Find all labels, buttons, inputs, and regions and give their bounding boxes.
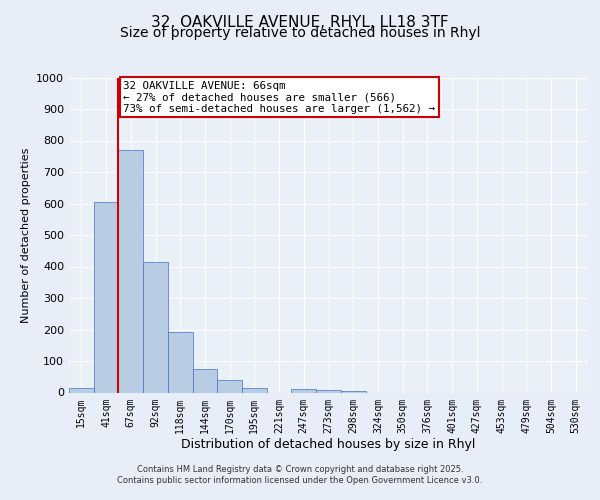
Bar (94, 202, 118, 392)
Bar (341, 391, 365, 392)
Text: Contains public sector information licensed under the Open Government Licence v3: Contains public sector information licen… (118, 476, 482, 485)
Text: Contains HM Land Registry data © Crown copyright and database right 2025.: Contains HM Land Registry data © Crown c… (137, 465, 463, 474)
Bar (143, 262, 168, 392)
Y-axis label: Number of detached properties: Number of detached properties (20, 148, 31, 322)
Bar (168, 332, 193, 392)
Bar (292, 390, 316, 392)
Bar (118, 150, 143, 392)
Bar (69, 388, 94, 392)
Text: Size of property relative to detached houses in Rhyl: Size of property relative to detached ho… (120, 26, 480, 40)
Bar (217, 380, 242, 392)
Text: 32, OAKVILLE AVENUE, RHYL, LL18 3TF: 32, OAKVILLE AVENUE, RHYL, LL18 3TF (151, 15, 449, 30)
Bar (316, 390, 341, 392)
Bar (242, 388, 267, 392)
Bar (193, 369, 217, 392)
X-axis label: Distribution of detached houses by size in Rhyl: Distribution of detached houses by size … (181, 438, 476, 451)
Text: 32 OAKVILLE AVENUE: 66sqm
← 27% of detached houses are smaller (566)
73% of semi: 32 OAKVILLE AVENUE: 66sqm ← 27% of detac… (124, 80, 436, 114)
